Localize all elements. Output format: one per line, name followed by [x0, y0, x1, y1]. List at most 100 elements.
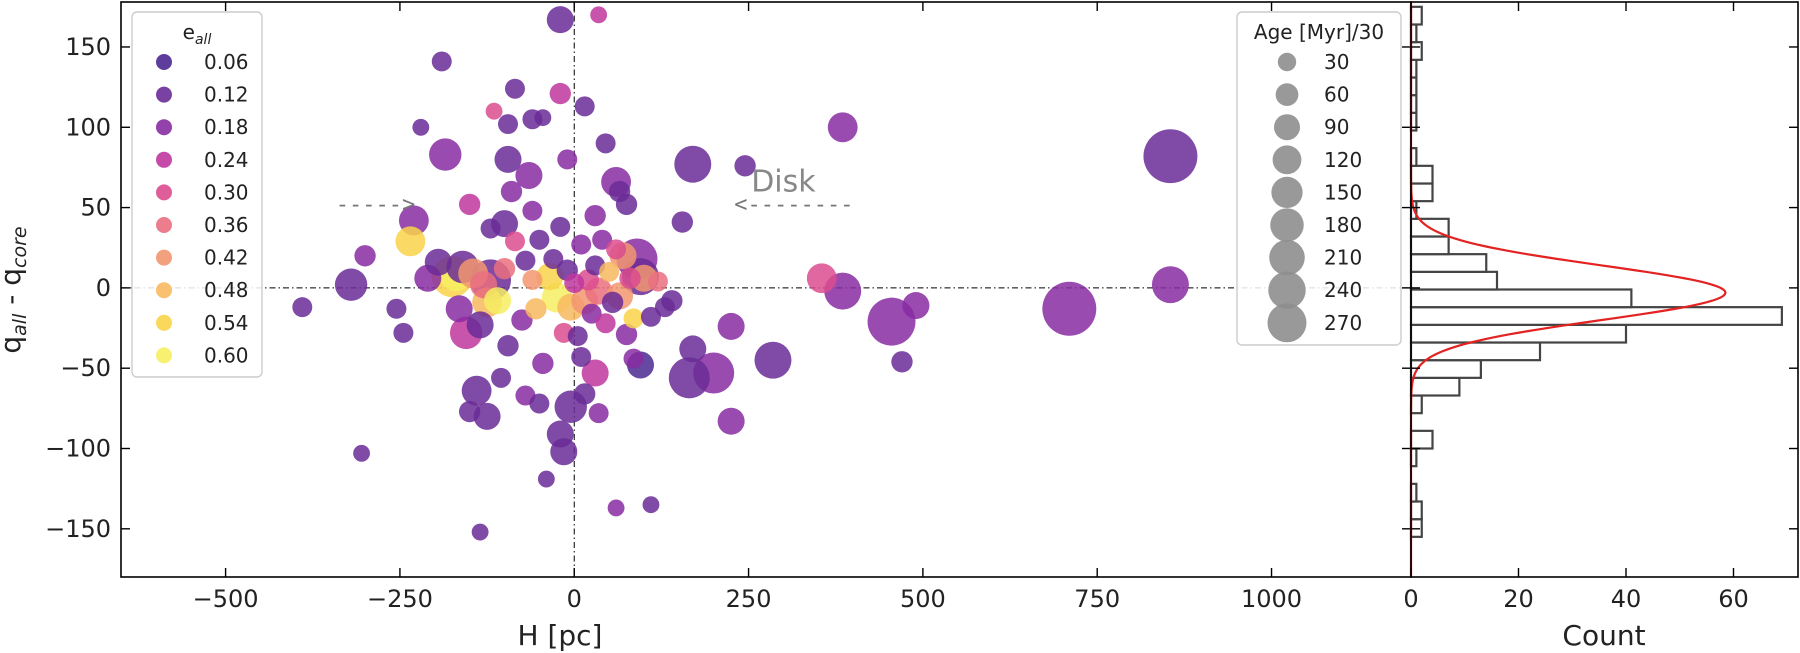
- histogram-bar: [1409, 288, 1633, 309]
- size-legend-label: 150: [1324, 180, 1362, 204]
- y-tick-label: 100: [65, 113, 111, 141]
- scatter-point: [473, 402, 501, 430]
- color-legend-label: 0.48: [204, 278, 249, 302]
- scatter-point: [574, 383, 596, 405]
- histogram-bar: [1409, 5, 1423, 26]
- color-legend-label: 0.24: [204, 148, 249, 172]
- scatter-point: [754, 341, 792, 379]
- scatter-point: [557, 149, 578, 170]
- scatter-point: [640, 306, 661, 327]
- scatter-point: [647, 271, 668, 292]
- scatter-point: [536, 263, 564, 291]
- color-legend-label: 0.18: [204, 115, 249, 139]
- scatter-point: [532, 352, 554, 375]
- size-legend-label: 60: [1324, 83, 1349, 107]
- size-legend: Age [Myr]/30 30 60 90 120 150 180 210 240 270: [1236, 11, 1402, 346]
- scatter-point: [431, 51, 452, 72]
- scatter-point: [550, 216, 571, 237]
- scatter-point: [500, 180, 523, 203]
- scatter-plot-area: [121, 2, 1411, 577]
- y-tick-label: 50: [80, 194, 111, 222]
- scatter-point: [674, 145, 712, 183]
- scatter-point: [412, 118, 430, 136]
- annotations: -----> <-------- Disk: [336, 165, 854, 218]
- scatter-point: [354, 245, 376, 267]
- scatter-point: [1143, 129, 1198, 184]
- size-legend-label: 30: [1324, 50, 1349, 74]
- scatter-point: [1042, 281, 1097, 336]
- color-legend-marker: [156, 282, 172, 299]
- histogram-x-tick-label: 40: [1611, 585, 1642, 613]
- color-legend-label: 0.12: [204, 83, 249, 107]
- color-legend-marker: [156, 314, 172, 331]
- scatter-point: [734, 155, 756, 177]
- scatter-point: [595, 133, 616, 154]
- scatter-point: [1151, 266, 1189, 304]
- size-legend-marker: [1277, 52, 1297, 72]
- scatter-point: [623, 348, 644, 369]
- annotation-arrow-right: <--------: [734, 192, 853, 217]
- scatter-point: [515, 250, 536, 271]
- histogram-frame: [1410, 1, 1799, 578]
- y-axis-ticks: −150 −100 −50 0 50 100 150: [45, 33, 1411, 543]
- color-legend-label: 0.54: [204, 311, 249, 335]
- color-legend-label: 0.36: [204, 213, 249, 237]
- size-legend-title: Age [Myr]/30: [1254, 20, 1384, 44]
- color-legend-marker: [156, 119, 172, 136]
- histogram-x-tick-label: 60: [1718, 585, 1749, 613]
- scatter-point: [480, 218, 501, 239]
- histogram-bar: [1409, 306, 1783, 326]
- scatter-point: [588, 403, 609, 424]
- size-legend-label: 90: [1324, 115, 1349, 139]
- scatter-point: [608, 180, 631, 203]
- color-legend-items: 0.06 0.12 0.18 0.24 0.30 0.36 0.42 0.48 0.54 0.60: [156, 50, 249, 367]
- size-legend-marker: [1272, 145, 1302, 175]
- color-legend-marker: [156, 347, 172, 364]
- histogram-x-tick-label: 0: [1403, 585, 1418, 613]
- y-tick-label: −50: [60, 354, 111, 382]
- scatter-point: [891, 351, 913, 373]
- x-tick-label: −500: [193, 585, 259, 613]
- scatter-point: [564, 273, 585, 294]
- size-legend-marker: [1275, 83, 1299, 106]
- histogram-bar: [1409, 182, 1434, 203]
- size-legend-label: 120: [1324, 148, 1362, 172]
- scatter-point: [671, 211, 693, 233]
- histogram-bar: [1409, 164, 1434, 185]
- scatter-point: [395, 226, 426, 257]
- scatter-point: [525, 298, 547, 320]
- color-legend-marker: [156, 151, 172, 168]
- color-legend-label: 0.42: [204, 246, 249, 270]
- histogram-bar: [1409, 253, 1488, 273]
- scatter-point: [334, 268, 368, 301]
- histogram-bar: [1409, 270, 1499, 291]
- scatter-point: [606, 239, 627, 260]
- color-legend-title-sub: all: [195, 32, 211, 48]
- scatter-point: [615, 323, 638, 346]
- scatter-point: [581, 359, 609, 387]
- color-legend-marker: [156, 249, 172, 266]
- scatter-point: [546, 6, 574, 34]
- scatter-point: [522, 269, 543, 290]
- color-legend-label: 0.06: [204, 50, 249, 74]
- color-legend-marker: [156, 217, 172, 233]
- x-axis-title: H [pc]: [518, 619, 603, 652]
- scatter-point: [668, 357, 710, 399]
- size-legend-box: [1236, 11, 1402, 346]
- histogram-bar: [1409, 41, 1423, 61]
- scatter-point: [549, 82, 571, 105]
- y-axis-title-mid: - q: [0, 268, 27, 314]
- scatter-point: [515, 161, 543, 189]
- scatter-point: [642, 496, 660, 514]
- scatter-point: [584, 204, 606, 227]
- scatter-point: [493, 257, 516, 280]
- y-axis-title: qall - qcore: [0, 226, 31, 353]
- size-legend-label: 240: [1324, 278, 1362, 302]
- x-tick-label: 250: [726, 585, 772, 613]
- scatter-point: [537, 470, 555, 488]
- y-axis-title-sub2: core: [9, 226, 31, 268]
- color-legend-label: 0.30: [204, 180, 249, 204]
- scatter-point: [607, 499, 625, 517]
- scatter-point: [484, 287, 512, 315]
- x-axis-ticks: −500 −250 0 250 500 750 1000: [193, 2, 1302, 613]
